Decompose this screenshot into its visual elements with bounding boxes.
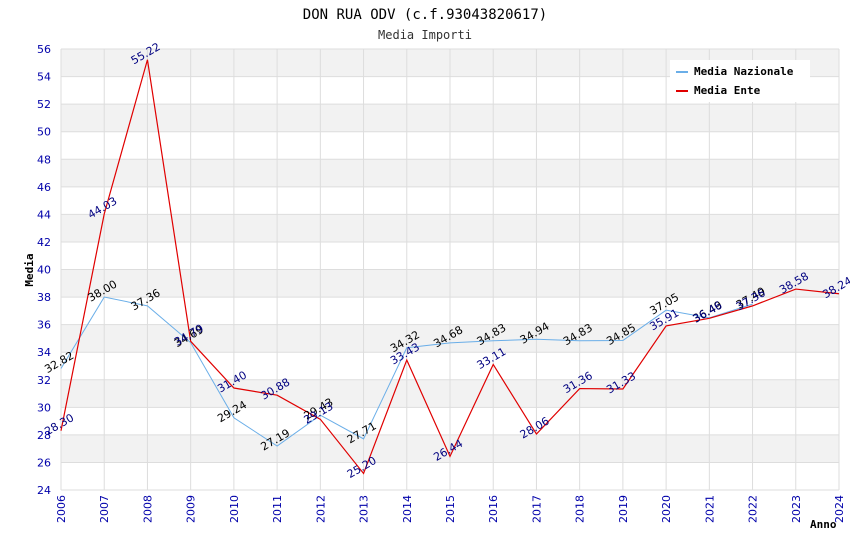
x-tick-label: 2013: [358, 495, 371, 523]
y-tick-label: 38: [37, 291, 51, 304]
legend: Media Nazionale Media Ente: [670, 60, 810, 102]
x-tick-label: 2008: [141, 495, 154, 523]
chart-subtitle: Media Importi: [378, 28, 472, 42]
series-line-nazionale: [60, 296, 753, 447]
x-tick-label: 2023: [790, 495, 803, 523]
y-tick-label: 34: [37, 346, 51, 359]
y-tick-label: 32: [37, 374, 51, 387]
y-axis-label: Media: [23, 253, 36, 286]
x-tick-label: 2007: [98, 495, 111, 523]
x-tick-label: 2006: [55, 495, 68, 523]
y-tick-label: 56: [37, 43, 51, 56]
x-tick-label: 2021: [703, 495, 716, 523]
y-tick-label: 48: [37, 153, 51, 166]
y-tick-label: 36: [37, 319, 51, 332]
legend-box: [670, 60, 810, 102]
x-tick-label: 2015: [444, 495, 457, 523]
legend-label-nazionale: Media Nazionale: [694, 65, 794, 78]
y-tick-label: 24: [37, 484, 51, 497]
x-tick-label: 2018: [574, 495, 587, 523]
y-tick-label: 42: [37, 236, 51, 249]
y-tick-label: 26: [37, 456, 51, 469]
y-tick-label: 46: [37, 181, 51, 194]
y-tick-label: 50: [37, 126, 51, 139]
y-tick-label: 40: [37, 264, 51, 277]
y-tick-label: 54: [37, 71, 51, 84]
x-tick-label: 2022: [747, 495, 760, 523]
y-tick-label: 30: [37, 401, 51, 414]
x-tick-label: 2016: [487, 495, 500, 523]
x-tick-label: 2020: [660, 495, 673, 523]
chart-title: DON RUA ODV (c.f.93043820617): [303, 7, 547, 23]
x-tick-label: 2017: [530, 495, 543, 523]
y-tick-label: 44: [37, 208, 51, 221]
y-tick-label: 52: [37, 98, 51, 111]
x-tick-label: 2009: [185, 495, 198, 523]
x-tick-label: 2024: [833, 495, 846, 523]
x-tick-label: 2011: [271, 495, 284, 523]
y-axis-ticks: 24 26 28 30 32 34 36 38 40 42 44 46 48 50 52 54 56: [37, 43, 51, 497]
x-tick-label: 2014: [401, 495, 414, 523]
x-tick-label: 2019: [617, 495, 630, 523]
series-line-ente: [60, 59, 840, 475]
x-axis-label: Anno: [810, 518, 837, 531]
y-tick-label: 28: [37, 429, 51, 442]
grid-lines: [60, 48, 840, 491]
x-tick-label: 2012: [314, 495, 327, 523]
x-tick-label: 2010: [228, 495, 241, 523]
legend-label-ente: Media Ente: [694, 84, 761, 97]
series-lines: [60, 59, 840, 475]
x-axis-ticks: 2006 2007 2008 2009 2010 2011 2012 2013 2014 2015…: [55, 495, 846, 523]
